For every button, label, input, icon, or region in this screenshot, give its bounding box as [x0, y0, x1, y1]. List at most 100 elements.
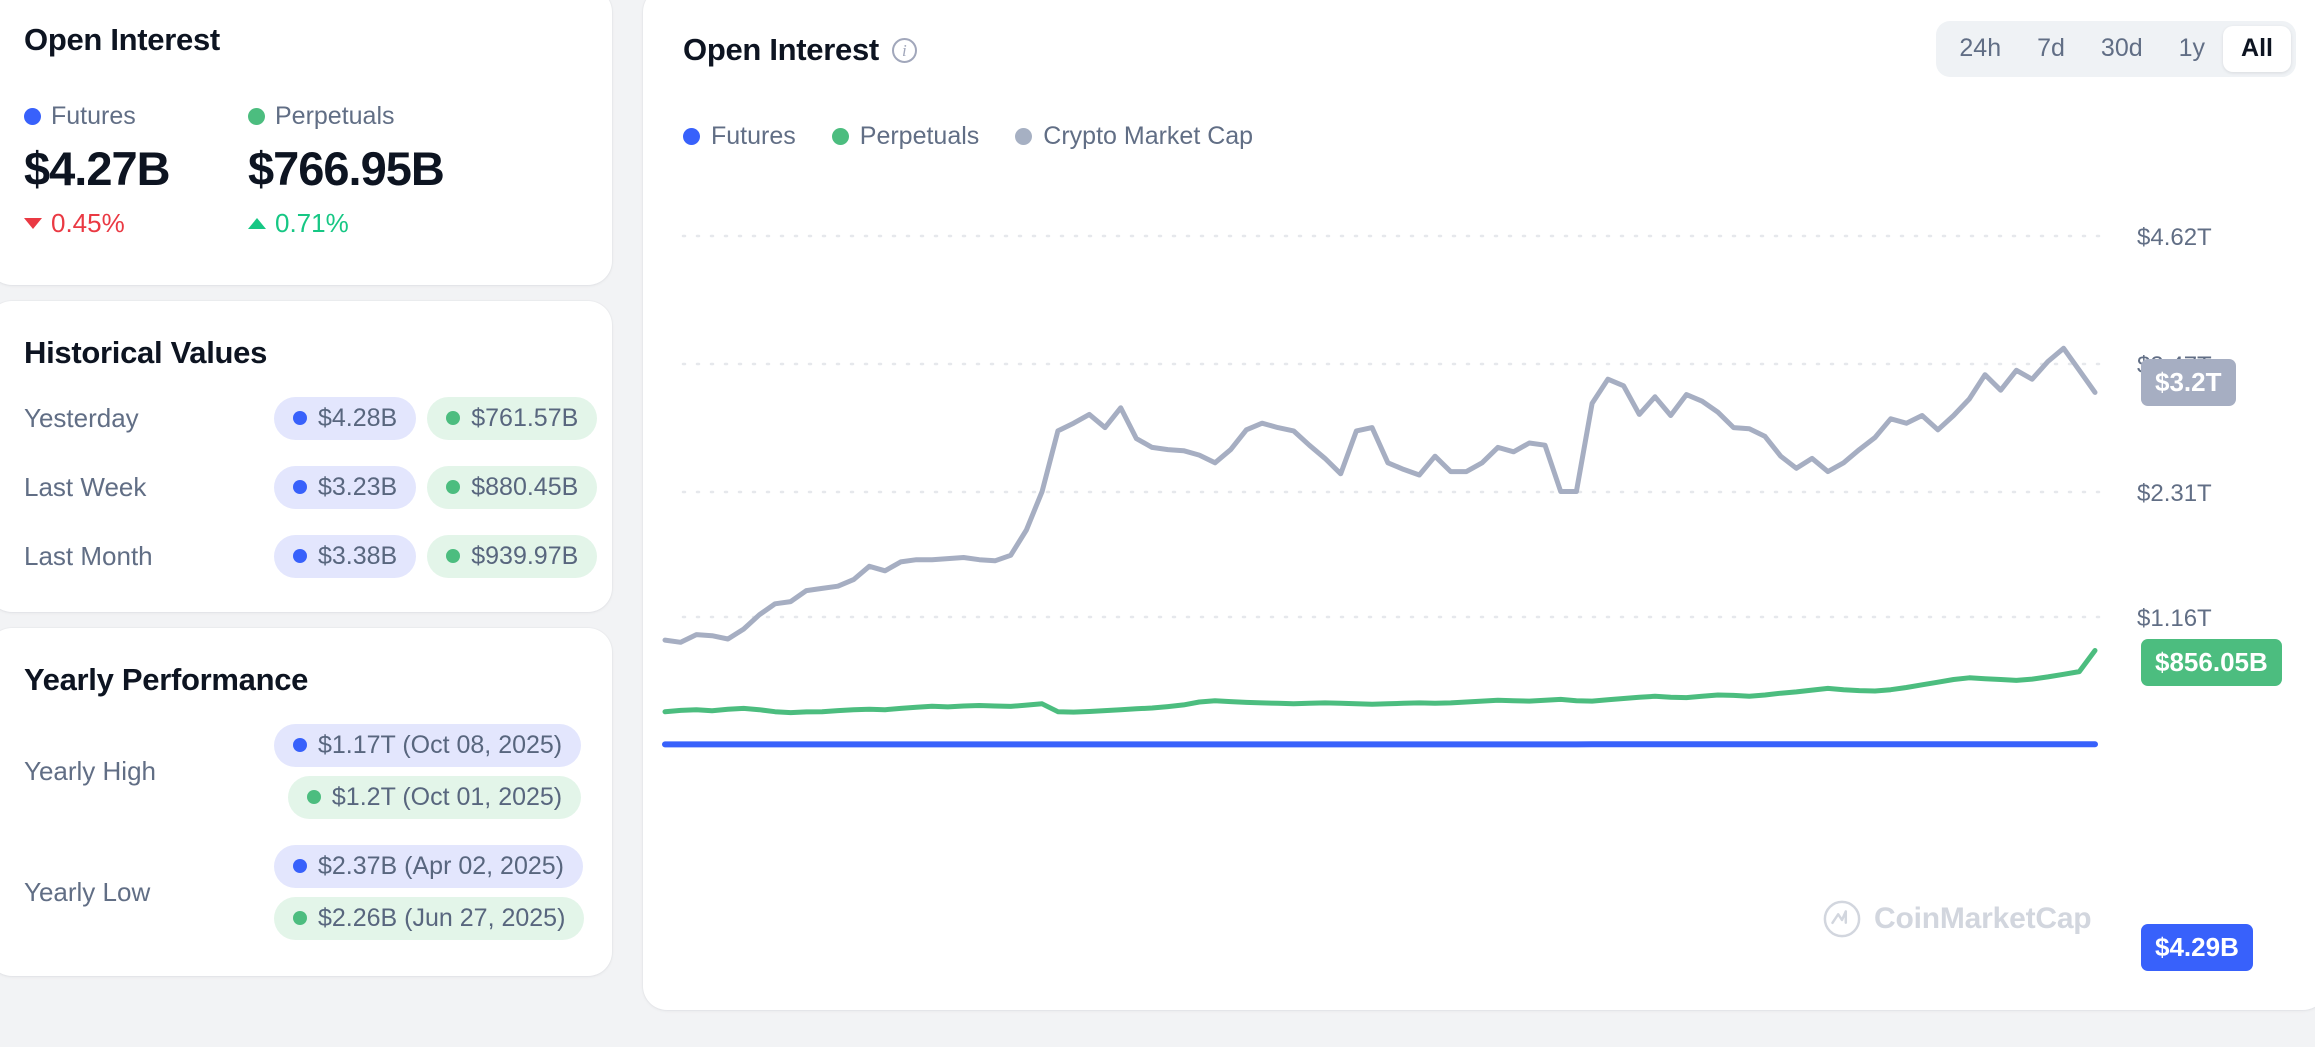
yearly-low-futures-pill: $2.37B (Apr 02, 2025) [274, 844, 583, 888]
current-value-badge-futures: $4.29B [2141, 924, 2253, 971]
futures-dot-icon [293, 549, 307, 564]
yearly-row-label: Yearly High [24, 755, 157, 786]
y-axis-label-2: $2.31T [2137, 480, 2212, 507]
yearly-low-perpetuals-value: $2.26B (Jun 27, 2025) [318, 903, 566, 932]
coinmarketcap-logo-icon [1823, 900, 1861, 938]
legend-item-crypto-market-cap[interactable]: Crypto Market Cap [1015, 122, 1253, 151]
chart-legend: Futures Perpetuals Crypto Market Cap [683, 122, 1253, 151]
futures-dot-icon [24, 108, 41, 125]
historical-row-label: Last Month [24, 540, 153, 571]
perpetuals-dot-icon [293, 911, 307, 926]
historical-perpetuals-value: $880.45B [471, 472, 579, 501]
range-button-30d[interactable]: 30d [2100, 34, 2143, 62]
range-button-1y[interactable]: 1y [2178, 34, 2206, 62]
legend-label-crypto-market-cap: Crypto Market Cap [1043, 122, 1254, 150]
chart-svg [662, 234, 2107, 748]
historical-values-title: Historical Values [24, 334, 268, 370]
current-value-badge-perpetuals: $856.05B [2141, 639, 2282, 686]
y-axis-label-0: $4.62T [2137, 224, 2212, 251]
y-axis-label-3: $1.16T [2137, 605, 2212, 632]
historical-futures-pill: $3.23B [274, 465, 417, 509]
yearly-performance-title: Yearly Performance [24, 661, 309, 697]
futures-dot-icon [293, 859, 307, 874]
yearly-row-low: Yearly Low $2.37B (Apr 02, 2025) $2.26B … [24, 844, 585, 940]
historical-row-last-week: Last Week $3.23B $880.45B [24, 465, 598, 509]
historical-perpetuals-pill: $939.97B [427, 534, 598, 578]
chart-plot-area[interactable] [643, 0, 2315, 1010]
yearly-low-perpetuals-pill: $2.26B (Jun 27, 2025) [274, 896, 585, 940]
market-cap-dot-icon [1015, 128, 1033, 145]
yearly-high-perpetuals-value: $1.2T (Oct 01, 2025) [331, 782, 563, 811]
historical-row-yesterday: Yesterday $4.28B $761.57B [24, 396, 598, 440]
perpetuals-dot-icon [248, 108, 265, 125]
historical-values-card: Historical Values Yesterday $4.28B $761.… [0, 300, 612, 612]
range-button-24h[interactable]: 24h [1959, 34, 2002, 62]
legend-label-futures: Futures [711, 122, 796, 150]
perpetuals-dot-icon [306, 790, 321, 805]
chart-title: Open Interest [683, 32, 879, 67]
coinmarketcap-watermark: CoinMarketCap [1823, 900, 2092, 938]
range-button-all[interactable]: All [2223, 26, 2291, 72]
chart-line-perpetuals [662, 648, 2098, 716]
historical-perpetuals-value: $761.57B [471, 403, 579, 432]
stat-perpetuals-label: Perpetuals [275, 102, 395, 130]
yearly-high-perpetuals-pill: $1.2T (Oct 01, 2025) [287, 775, 582, 819]
caret-up-icon [248, 217, 266, 229]
open-interest-chart-card: Open Interest i 24h 7d 30d 1y All Future… [643, 0, 2315, 1010]
open-interest-summary-card: Open Interest Futures $4.27B 0.45% [0, 0, 612, 285]
legend-item-perpetuals[interactable]: Perpetuals [831, 122, 980, 151]
yearly-performance-card: Yearly Performance Yearly High $1.17T (O… [0, 627, 612, 976]
futures-dot-icon [683, 128, 700, 145]
yearly-high-futures-value: $1.17T (Oct 08, 2025) [318, 730, 563, 759]
historical-futures-value: $3.38B [318, 541, 398, 570]
historical-perpetuals-pill: $761.57B [427, 396, 598, 440]
perpetuals-dot-icon [831, 128, 849, 145]
chart-header: Open Interest i [683, 32, 917, 68]
historical-row-label: Yesterday [24, 402, 139, 433]
legend-label-perpetuals: Perpetuals [859, 122, 980, 150]
left-sidebar: Open Interest Futures $4.27B 0.45% [0, 0, 612, 992]
stat-futures-value: $4.27B [24, 142, 171, 195]
stat-perpetuals-change: 0.71% [248, 208, 444, 239]
historical-row-last-month: Last Month $3.38B $939.97B [24, 534, 598, 578]
historical-futures-value: $4.28B [318, 403, 398, 432]
stat-perpetuals-value: $766.95B [248, 142, 445, 195]
stat-perpetuals: Perpetuals $766.95B 0.71% [248, 102, 445, 239]
perpetuals-dot-icon [446, 549, 461, 564]
historical-perpetuals-pill: $880.45B [427, 465, 598, 509]
yearly-high-futures-pill: $1.17T (Oct 08, 2025) [274, 723, 582, 767]
stat-perpetuals-legend: Perpetuals [248, 102, 444, 131]
futures-dot-icon [293, 480, 307, 495]
time-range-switch[interactable]: 24h 7d 30d 1y All [1936, 21, 2296, 77]
summary-card-title: Open Interest [24, 22, 220, 57]
yearly-high-pills: $1.17T (Oct 08, 2025) $1.2T (Oct 01, 202… [274, 723, 582, 819]
historical-perpetuals-value: $939.97B [471, 541, 579, 570]
summary-stats-row: Futures $4.27B 0.45% Perpetuals $766.95B [24, 102, 576, 239]
historical-futures-pill: $4.28B [274, 396, 417, 440]
stat-futures-change-value: 0.45% [51, 207, 125, 238]
historical-futures-pill: $3.38B [274, 534, 417, 578]
stat-futures: Futures $4.27B 0.45% [24, 102, 248, 239]
yearly-low-futures-value: $2.37B (Apr 02, 2025) [318, 851, 564, 880]
stat-perpetuals-change-value: 0.71% [275, 207, 349, 238]
futures-dot-icon [293, 738, 307, 753]
info-icon[interactable]: i [891, 37, 917, 63]
yearly-row-high: Yearly High $1.17T (Oct 08, 2025) $1.2T … [24, 723, 582, 819]
historical-futures-value: $3.23B [318, 472, 398, 501]
stat-futures-legend: Futures [24, 102, 248, 131]
range-button-7d[interactable]: 7d [2037, 34, 2065, 62]
stat-futures-change: 0.45% [24, 208, 248, 239]
yearly-low-pills: $2.37B (Apr 02, 2025) $2.26B (Jun 27, 20… [274, 844, 585, 940]
perpetuals-dot-icon [446, 411, 461, 426]
legend-item-futures[interactable]: Futures [683, 122, 796, 151]
yearly-row-label: Yearly Low [24, 876, 151, 907]
stat-futures-label: Futures [51, 102, 136, 130]
perpetuals-dot-icon [446, 480, 461, 495]
futures-dot-icon [293, 411, 307, 426]
current-value-badge-market-cap: $3.2T [2141, 359, 2236, 406]
caret-down-icon [24, 217, 42, 229]
chart-line-crypto-market-cap [662, 345, 2098, 645]
historical-row-label: Last Week [24, 471, 147, 502]
coinmarketcap-watermark-text: CoinMarketCap [1874, 902, 2092, 935]
